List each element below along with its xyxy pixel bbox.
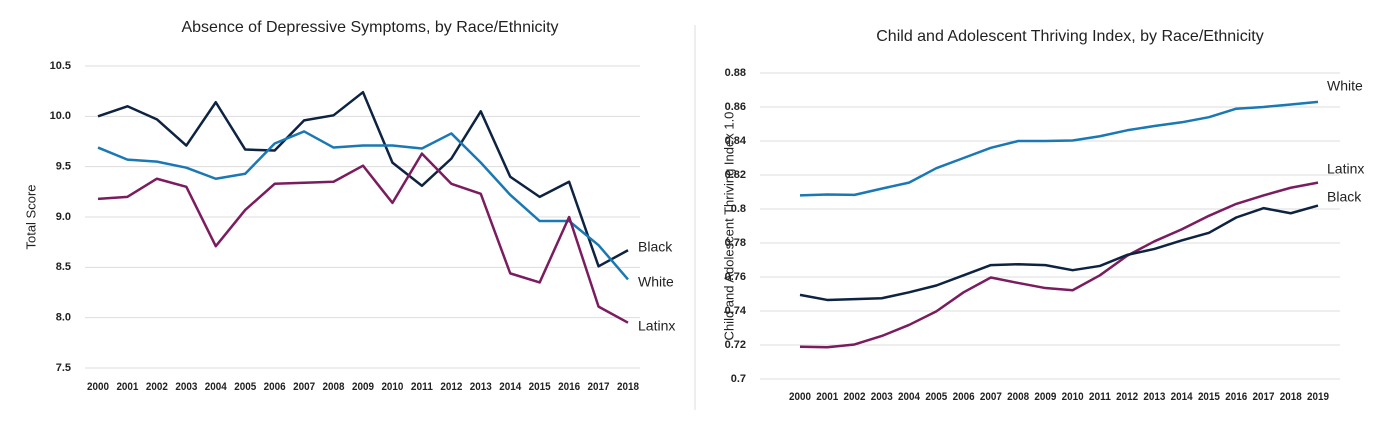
y-tick-label: 0.78 [725, 237, 746, 249]
y-tick-label: 0.76 [725, 271, 746, 283]
y-tick-label: 0.82 [725, 169, 746, 181]
x-tick-label: 2018 [1280, 391, 1302, 403]
chart-title: Child and Adolescent Thriving Index, by … [876, 28, 1263, 45]
y-tick-label: 9.5 [56, 161, 71, 173]
series-label: Black [638, 239, 673, 255]
y-tick-label: 10.0 [50, 110, 71, 122]
line-series [799, 100, 1319, 197]
x-tick-label: 2017 [1252, 391, 1274, 403]
x-tick-label: 2002 [146, 381, 168, 393]
x-tick-label: 2000 [789, 391, 811, 403]
x-tick-label: 2008 [323, 381, 345, 393]
x-tick-label: 2007 [980, 391, 1002, 403]
y-tick-label: 8.0 [56, 312, 71, 324]
series-label: Latinx [1327, 161, 1364, 177]
y-tick-label: 7.5 [56, 362, 71, 374]
series-label: White [1327, 78, 1363, 94]
x-tick-label: 2010 [1062, 391, 1084, 403]
y-tick-label: 0.74 [725, 305, 747, 317]
x-tick-label: 2014 [1171, 391, 1194, 403]
x-tick-label: 2008 [1007, 391, 1029, 403]
x-tick-label: 2019 [1307, 391, 1329, 403]
x-tick-label: 2011 [1089, 391, 1111, 403]
x-tick-label: 2001 [116, 381, 138, 393]
x-tick-label: 2003 [871, 391, 893, 403]
x-tick-label: 2002 [844, 391, 866, 403]
line-series [799, 181, 1319, 349]
x-tick-label: 2016 [558, 381, 580, 393]
y-tick-label: 0.88 [725, 67, 746, 79]
y-tick-label: 0.72 [725, 339, 746, 351]
y-tick-label: 8.5 [56, 261, 71, 273]
x-tick-label: 2004 [898, 391, 921, 403]
x-tick-label: 2018 [617, 381, 639, 393]
x-tick-label: 2009 [352, 381, 374, 393]
y-axis-label: Child and Adolescent Thriving Index 1.0 [721, 112, 736, 341]
x-tick-label: 2005 [925, 391, 947, 403]
x-tick-label: 2012 [1116, 391, 1138, 403]
x-tick-label: 2006 [264, 381, 286, 393]
y-tick-label: 0.8 [731, 203, 746, 215]
x-tick-label: 2004 [205, 381, 228, 393]
x-tick-label: 2016 [1225, 391, 1247, 403]
x-tick-label: 2017 [588, 381, 610, 393]
x-tick-label: 2015 [1198, 391, 1220, 403]
y-tick-label: 0.86 [725, 101, 746, 113]
x-tick-label: 2000 [87, 381, 109, 393]
line-series [799, 204, 1319, 302]
y-tick-label: 0.7 [731, 373, 746, 385]
y-tick-label: 10.5 [50, 60, 71, 72]
line-series [97, 90, 629, 268]
x-tick-label: 2012 [440, 381, 462, 393]
line-series [97, 130, 629, 281]
series-label: White [638, 274, 674, 290]
x-tick-label: 2013 [1143, 391, 1165, 403]
y-axis-label: Total Score [23, 184, 38, 249]
x-tick-label: 2010 [381, 381, 403, 393]
y-tick-label: 9.0 [56, 211, 71, 223]
chart-title: Absence of Depressive Symptoms, by Race/… [181, 19, 558, 36]
x-tick-label: 2009 [1034, 391, 1056, 403]
x-tick-label: 2005 [234, 381, 256, 393]
series-label: Black [1327, 189, 1362, 205]
x-tick-label: 2015 [529, 381, 551, 393]
y-tick-label: 0.84 [725, 135, 747, 147]
x-tick-label: 2003 [175, 381, 197, 393]
x-tick-label: 2014 [499, 381, 522, 393]
x-tick-label: 2006 [953, 391, 975, 403]
series-label: Latinx [638, 318, 675, 334]
x-tick-label: 2011 [411, 381, 433, 393]
line-series [97, 152, 629, 324]
x-tick-label: 2001 [816, 391, 838, 403]
x-tick-label: 2013 [470, 381, 492, 393]
x-tick-label: 2007 [293, 381, 315, 393]
